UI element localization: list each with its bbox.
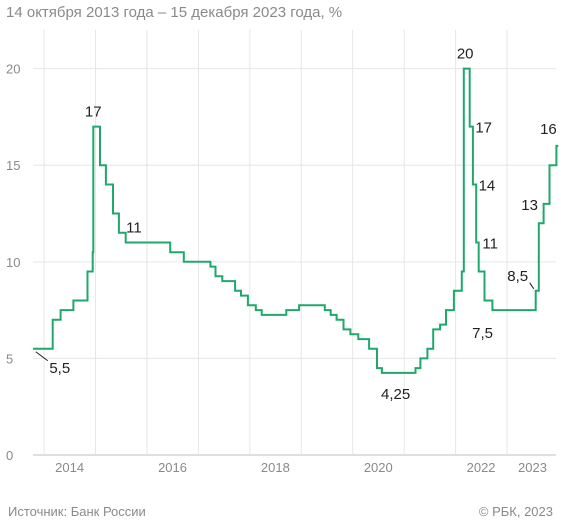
y-tick-label: 20 <box>6 62 20 77</box>
annotation-label: 11 <box>482 236 498 253</box>
annotation-label: 11 <box>126 220 142 237</box>
x-tick-label: 2018 <box>261 460 290 475</box>
annotation-label: 4,25 <box>381 386 410 403</box>
annotation-label: 16 <box>540 121 557 138</box>
annotation-label: 7,5 <box>472 325 493 342</box>
annotation-label: 13 <box>521 197 538 214</box>
rate-step-line <box>33 67 559 374</box>
x-tick-label: 2016 <box>158 460 187 475</box>
annotation-label: 14 <box>479 178 496 195</box>
y-tick-label: 5 <box>6 351 13 366</box>
x-tick-label: 2023 <box>518 460 547 475</box>
y-tick-label: 10 <box>6 255 20 270</box>
x-tick-label: 2014 <box>55 460 84 475</box>
annotation-label: 5,5 <box>49 360 70 377</box>
copyright: © РБК, 2023 <box>478 504 553 519</box>
annotation-label: 20 <box>457 46 474 63</box>
annotation-label: 17 <box>475 120 492 137</box>
y-tick-label: 15 <box>6 158 20 173</box>
annotation-leader <box>35 351 49 362</box>
annotation-leader <box>529 282 535 290</box>
source-note: Источник: Банк России <box>8 504 146 519</box>
chart-subtitle: 14 октября 2013 года – 15 декабря 2023 г… <box>6 4 343 21</box>
annotation-label: 17 <box>85 104 102 121</box>
y-tick-label: 0 <box>6 448 13 463</box>
annotation-label: 8,5 <box>507 268 528 285</box>
x-tick-label: 2022 <box>467 460 496 475</box>
x-tick-label: 2020 <box>364 460 393 475</box>
